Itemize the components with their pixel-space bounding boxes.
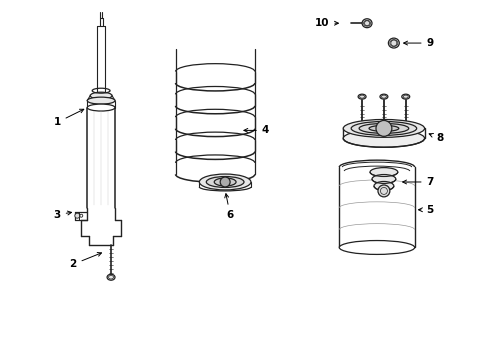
Ellipse shape — [206, 176, 244, 188]
Circle shape — [75, 213, 80, 218]
Ellipse shape — [389, 38, 399, 48]
Ellipse shape — [374, 181, 394, 190]
Circle shape — [376, 121, 392, 136]
Ellipse shape — [343, 129, 425, 147]
Ellipse shape — [199, 174, 251, 190]
Ellipse shape — [351, 121, 416, 135]
Text: 7: 7 — [403, 177, 434, 187]
Ellipse shape — [339, 240, 415, 255]
Text: 2: 2 — [70, 252, 101, 269]
Ellipse shape — [107, 274, 115, 280]
Ellipse shape — [402, 94, 410, 99]
Ellipse shape — [362, 19, 372, 28]
Text: 6: 6 — [225, 194, 234, 220]
Circle shape — [220, 177, 230, 187]
Ellipse shape — [372, 175, 396, 184]
Ellipse shape — [370, 168, 398, 176]
Ellipse shape — [343, 120, 425, 137]
Ellipse shape — [87, 97, 115, 104]
Circle shape — [378, 185, 390, 197]
Text: 3: 3 — [53, 210, 72, 220]
Ellipse shape — [369, 125, 399, 131]
Ellipse shape — [214, 178, 236, 186]
Text: 8: 8 — [429, 133, 444, 143]
Ellipse shape — [90, 92, 112, 99]
Ellipse shape — [87, 104, 115, 111]
Text: 5: 5 — [418, 205, 434, 215]
Text: 9: 9 — [404, 38, 434, 48]
Ellipse shape — [380, 94, 388, 99]
Ellipse shape — [358, 94, 366, 99]
Text: 10: 10 — [315, 18, 339, 28]
Text: 4: 4 — [244, 125, 269, 135]
Ellipse shape — [359, 123, 409, 133]
Text: 1: 1 — [53, 109, 84, 127]
